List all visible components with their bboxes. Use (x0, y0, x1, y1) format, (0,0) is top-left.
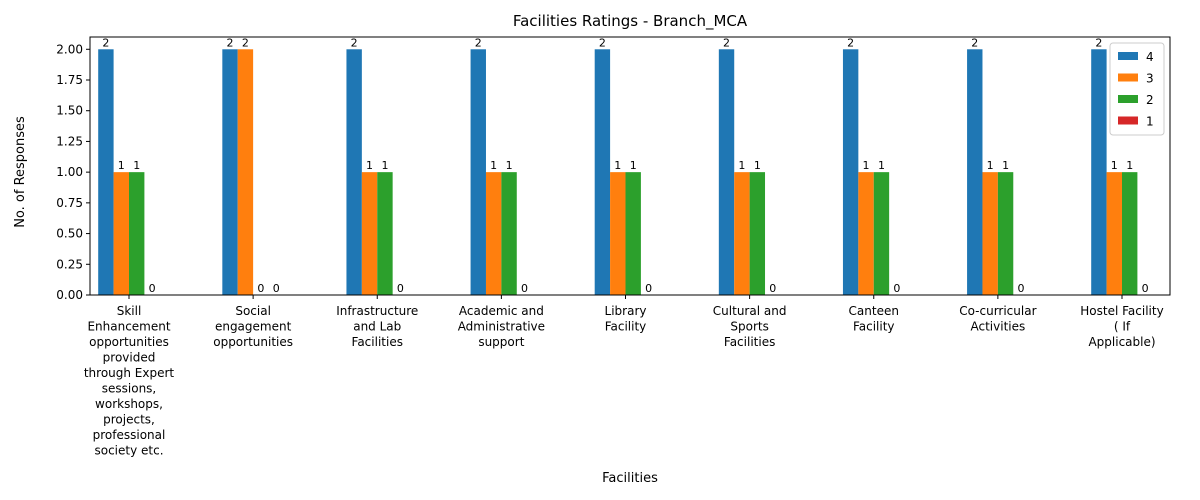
bar-data-label: 0 (257, 282, 264, 295)
bar-series-4 (98, 49, 114, 296)
bar-data-label: 2 (351, 36, 358, 49)
bar-series-4 (1091, 49, 1107, 296)
bar-data-label: 1 (878, 159, 885, 172)
legend-box (1109, 42, 1165, 136)
bar-series-3 (237, 49, 254, 296)
bar-data-label: 0 (1017, 282, 1024, 295)
legend: 4 3 2 1 (1109, 42, 1165, 136)
bar-series-4 (470, 49, 486, 296)
bar-data-label: 0 (149, 282, 156, 295)
bar-data-label: 1 (630, 159, 637, 172)
bar-data-label: 0 (273, 282, 280, 295)
bar-data-label: 1 (1002, 159, 1009, 172)
bar-series-4 (346, 49, 362, 296)
y-tick-label: 0.50 (56, 227, 83, 241)
bar-series-2 (625, 172, 641, 295)
bar-data-label: 1 (863, 159, 870, 172)
legend-label: 1 (1146, 115, 1154, 129)
bar-series-3 (734, 172, 750, 295)
legend-swatch (1118, 73, 1138, 82)
bar-series-3 (485, 172, 502, 295)
bar-data-label: 2 (1095, 36, 1102, 49)
x-tick-label: Canteen Facility (849, 304, 899, 334)
bar-series-2 (501, 172, 517, 295)
x-tick-label: Hostel Facility( If Applicable) (1080, 304, 1163, 349)
y-tick-label: 2.00 (56, 42, 83, 56)
bar-data-label: 2 (723, 36, 730, 49)
bar-data-label: 1 (381, 159, 388, 172)
bar-series-3 (982, 172, 998, 295)
legend-label: 3 (1146, 72, 1154, 86)
x-tick-label: Social engagement opportunities (213, 304, 293, 349)
bar-data-label: 1 (614, 159, 621, 172)
bar-data-label: 0 (521, 282, 528, 295)
bar-series-2 (1122, 172, 1138, 295)
y-tick-label: 0.00 (56, 288, 83, 302)
x-tick-label: Academic and Administrative support (458, 304, 545, 349)
bar-series-4 (967, 49, 983, 296)
bar-data-label: 1 (133, 159, 140, 172)
bar-data-label: 2 (102, 36, 109, 49)
bar-series-4 (842, 49, 859, 296)
x-tick-label: Library Facility (605, 304, 647, 334)
bar-data-label: 1 (1111, 159, 1118, 172)
bar-series-3 (1106, 172, 1122, 295)
bar-series-2 (997, 172, 1014, 295)
y-tick-label: 1.75 (56, 73, 83, 87)
bar-series-2 (749, 172, 766, 295)
bar-data-label: 0 (893, 282, 900, 295)
y-tick-label: 1.25 (56, 134, 83, 148)
legend-label: 2 (1146, 93, 1154, 107)
plot-frame (89, 36, 1171, 296)
bar-data-label: 2 (971, 36, 978, 49)
legend-label: 4 (1146, 50, 1154, 64)
bar-series-4 (594, 49, 611, 296)
bar-data-label: 0 (769, 282, 776, 295)
bar-data-label: 1 (506, 159, 513, 172)
plot-area: 0.00 0.25 0.50 0.75 1.00 1.25 1.50 1.75 2.00 Skil… (56, 36, 1163, 457)
y-tick-label: 1.00 (56, 165, 83, 179)
bar-data-label: 1 (118, 159, 125, 172)
bar-series-3 (610, 172, 626, 295)
bar-data-label: 1 (1126, 159, 1133, 172)
bar-data-label: 0 (1142, 282, 1149, 295)
bar-series-4 (222, 49, 238, 296)
bar-data-label: 1 (987, 159, 994, 172)
bar-data-label: 0 (645, 282, 652, 295)
bar-data-label: 1 (490, 159, 497, 172)
legend-swatch (1118, 95, 1138, 103)
y-tick-label: 0.25 (56, 257, 83, 271)
x-tick-label: Cultural and Sports Facilities (713, 304, 787, 349)
bar-data-label: 1 (754, 159, 761, 172)
x-axis-label: Facilities (602, 471, 658, 486)
bar-series-2 (129, 172, 145, 295)
y-tick-label: 1.50 (56, 104, 83, 118)
bar-data-label: 2 (242, 36, 249, 49)
x-tick-label: Co-curricular Activities (959, 304, 1036, 334)
legend-swatch (1118, 116, 1138, 125)
bar-series-3 (113, 172, 129, 295)
legend-swatch (1118, 52, 1138, 60)
bar-data-label: 1 (738, 159, 745, 172)
bar-series-3 (858, 172, 874, 295)
bar-series-3 (361, 172, 378, 295)
bar-data-label: 2 (475, 36, 482, 49)
x-tick-label: Infrastructure and Lab Facilities (336, 304, 418, 349)
bar-series-4 (718, 49, 735, 296)
bar-data-label: 2 (847, 36, 854, 49)
bar-data-label: 0 (397, 282, 404, 295)
chart-title: Facilities Ratings - Branch_MCA (513, 12, 748, 31)
bar-data-label: 2 (599, 36, 606, 49)
bar-series-2 (873, 172, 890, 295)
y-axis-label: No. of Responses (13, 116, 28, 228)
x-tick-label: Skill Enhancement opportunities provided thr… (84, 304, 175, 458)
bar-data-label: 1 (366, 159, 373, 172)
bar-series-2 (377, 172, 393, 295)
bar-data-label: 2 (227, 36, 234, 49)
y-tick-label: 0.75 (56, 196, 83, 210)
